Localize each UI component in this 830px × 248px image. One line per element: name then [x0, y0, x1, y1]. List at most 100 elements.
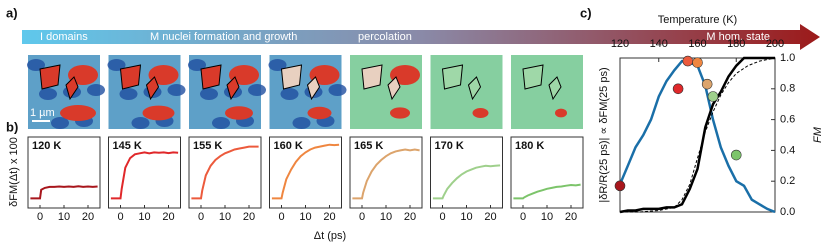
domain — [27, 59, 45, 71]
x-tick-label: 120 — [611, 38, 629, 50]
domain — [268, 59, 287, 71]
thumbnail — [27, 55, 105, 129]
x-tick-label: 20 — [404, 211, 416, 223]
x-tick-label: 0 — [37, 211, 43, 223]
domain — [39, 88, 57, 100]
domain — [200, 88, 218, 100]
chart-title: 145 K — [113, 140, 142, 152]
x-tick-label: 10 — [460, 211, 472, 223]
y2-tick-label: 0.6 — [780, 114, 795, 126]
domain — [555, 108, 567, 118]
y2-tick-label: 0.0 — [780, 206, 795, 218]
chart-title: 120 K — [32, 140, 61, 152]
domain — [225, 106, 253, 120]
domain — [248, 84, 266, 96]
panel-label: a) — [6, 5, 18, 20]
thumbnail — [188, 55, 266, 129]
domain — [188, 59, 206, 71]
domain — [328, 84, 347, 96]
thumbnail-bg — [430, 55, 503, 129]
scale-bar-label: 1 µm — [30, 107, 55, 119]
x-tick-label: 10 — [219, 211, 231, 223]
data-point — [672, 83, 684, 95]
x-tick-label: 180 — [727, 38, 745, 50]
data-line — [191, 145, 259, 200]
x-axis-label: Temperature (K) — [658, 14, 737, 26]
outline — [361, 64, 401, 101]
y-axis-label: δFM(Δt) x 100 — [8, 137, 20, 207]
stage-label: M nuclei formation and growth — [150, 31, 297, 43]
domain — [87, 84, 105, 96]
x-tick-label: 20 — [565, 211, 577, 223]
data-line — [352, 148, 420, 200]
thumbnail — [350, 55, 422, 129]
domain — [292, 117, 311, 129]
data-line — [432, 164, 501, 200]
panel-label: c) — [580, 5, 592, 20]
x-tick-label: 160 — [688, 38, 706, 50]
data-line — [271, 143, 340, 200]
x-tick-label: 20 — [162, 211, 174, 223]
x-tick-label: 140 — [650, 38, 668, 50]
chart-title: 170 K — [435, 140, 464, 152]
thumbnail — [430, 55, 503, 129]
x-tick-label: 0 — [198, 211, 204, 223]
domain — [212, 117, 230, 129]
stage-label: I domains — [40, 31, 88, 43]
domain — [107, 59, 126, 71]
domain — [60, 105, 96, 121]
x-tick-label: 20 — [484, 211, 496, 223]
stage-label: M hom. state — [706, 31, 770, 43]
data-point — [701, 78, 713, 90]
data-line — [30, 185, 98, 200]
chart-title: 180 K — [515, 140, 544, 152]
domain — [51, 117, 69, 129]
x-tick-label: 0 — [117, 211, 123, 223]
domain — [167, 84, 186, 96]
y2-tick-label: 0.2 — [780, 175, 795, 187]
x-tick-label: 0 — [439, 211, 445, 223]
x-tick-label: 10 — [380, 211, 392, 223]
data-line — [619, 56, 775, 214]
panel-label: b) — [6, 119, 18, 134]
y2-tick-label: 0.4 — [780, 144, 795, 156]
domain — [280, 88, 299, 100]
data-line — [513, 183, 581, 200]
thumbnail — [107, 55, 186, 129]
stage-label: percolation — [358, 31, 412, 43]
outline — [39, 64, 79, 101]
x-tick-label: 20 — [82, 211, 94, 223]
domain — [390, 107, 410, 119]
outline — [200, 64, 240, 101]
x-tick-label: 20 — [243, 211, 255, 223]
thumbnail-bg — [511, 55, 583, 129]
data-point — [682, 55, 694, 67]
x-tick-label: 200 — [766, 38, 784, 50]
x-tick-label: 10 — [299, 211, 311, 223]
outline — [522, 64, 562, 101]
x-axis-label: Δt (ps) — [314, 230, 346, 242]
data-point — [730, 149, 742, 161]
outline — [441, 64, 482, 101]
y2-axis-label: FM — [812, 126, 824, 143]
data-point — [614, 180, 626, 192]
y2-tick-label: 0.8 — [780, 83, 795, 95]
x-tick-label: 10 — [541, 211, 553, 223]
domain — [472, 108, 489, 118]
x-tick-label: 0 — [278, 211, 284, 223]
data-line — [618, 59, 776, 214]
chart-title: 165 K — [354, 140, 383, 152]
outline — [119, 64, 160, 101]
data-point — [707, 91, 719, 102]
data-point — [692, 57, 703, 68]
domain — [307, 106, 332, 120]
y2-tick-label: 1.0 — [780, 52, 795, 64]
process-arrow — [22, 24, 820, 50]
domain — [131, 117, 150, 129]
chart-title: 160 K — [274, 140, 303, 152]
domain — [142, 105, 175, 121]
thumbnail — [268, 55, 347, 129]
chart-title: 155 K — [193, 140, 222, 152]
x-tick-label: 20 — [323, 211, 335, 223]
